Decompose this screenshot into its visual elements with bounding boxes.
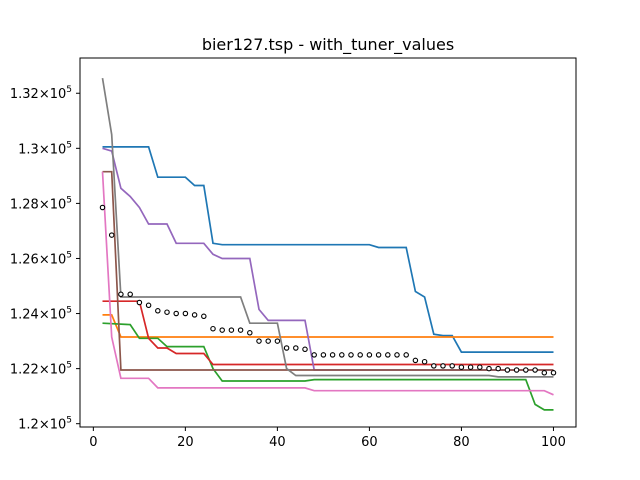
marker-point (486, 365, 492, 372)
marker-point (375, 352, 382, 358)
y-tick-label: 1.22×105 (10, 361, 72, 378)
marker-point (339, 352, 345, 358)
y-axis: 1.2×105 1.22×105 1.24×105 1.26×105 1.28×105 1… (10, 85, 80, 433)
marker-point (412, 357, 419, 364)
marker-point (293, 345, 299, 351)
marker-point (283, 345, 290, 351)
axes-frame (79, 57, 577, 428)
series-line-8 (101, 77, 554, 378)
chart-title: bier127.tsp - with_tuner_values (202, 35, 454, 55)
marker-point (256, 338, 262, 344)
marker-point (495, 365, 501, 372)
y-tick-label: 1.28×105 (10, 195, 72, 212)
marker-point (394, 352, 400, 358)
series-line-5 (102, 147, 554, 371)
marker-point (155, 308, 161, 314)
series-line-3 (102, 322, 554, 411)
marker-point (403, 352, 409, 358)
plot-area (99, 77, 557, 411)
y-tick-label: 1.2×105 (18, 416, 72, 433)
marker-point (145, 302, 152, 309)
marker-point (550, 370, 557, 376)
marker-point (118, 291, 124, 298)
marker-point (274, 338, 281, 344)
y-tick-label: 1.3×105 (18, 140, 72, 157)
x-axis: 0 20 40 60 80 100 (89, 427, 566, 450)
marker-point (541, 370, 548, 376)
marker-point (164, 309, 170, 315)
marker-point (449, 363, 455, 369)
marker-point (265, 338, 271, 344)
marker-point (191, 312, 198, 318)
marker-point (440, 363, 446, 369)
marker-point (513, 367, 520, 373)
series-line-4 (102, 300, 554, 366)
marker-point (182, 310, 189, 317)
marker-point (467, 364, 474, 370)
marker-point (219, 327, 225, 333)
x-tick-label: 20 (177, 435, 194, 450)
marker-point (431, 363, 437, 369)
marker-point (523, 367, 529, 373)
marker-point (302, 346, 308, 353)
marker-point (127, 291, 133, 298)
marker-point (99, 204, 106, 211)
x-tick-label: 100 (541, 435, 566, 450)
y-tick-label: 1.24×105 (10, 306, 72, 323)
marker-point (366, 352, 373, 358)
marker-point (247, 330, 253, 336)
series-line-1 (102, 146, 554, 353)
marker-point (228, 327, 235, 333)
series-line-7 (101, 171, 554, 396)
marker-point (348, 352, 354, 358)
marker-point (237, 327, 244, 333)
marker-point (320, 352, 327, 358)
y-tick-label: 1.32×105 (10, 85, 72, 102)
series-line-2 (102, 314, 554, 338)
marker-point (421, 358, 428, 365)
marker-point (458, 364, 465, 370)
marker-point (357, 352, 363, 358)
marker-point (477, 364, 483, 370)
series-line-6 (102, 170, 554, 371)
marker-point (108, 232, 115, 238)
x-tick-label: 80 (453, 435, 470, 450)
y-tick-label: 1.26×105 (10, 250, 72, 267)
marker-point (385, 352, 391, 358)
marker-point (504, 367, 511, 373)
marker-point (532, 367, 538, 373)
x-tick-label: 0 (89, 435, 97, 450)
marker-point (329, 352, 336, 358)
x-tick-label: 40 (269, 435, 286, 450)
marker-point (210, 325, 216, 332)
marker-point (311, 352, 317, 358)
marker-point (173, 310, 179, 317)
marker-point (136, 299, 143, 306)
marker-point (201, 313, 207, 320)
x-tick-label: 60 (361, 435, 378, 450)
